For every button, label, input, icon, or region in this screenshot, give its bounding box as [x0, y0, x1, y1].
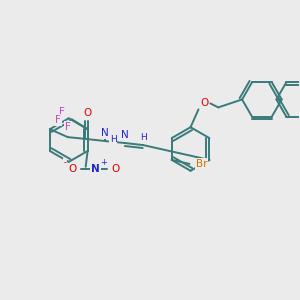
- Text: O: O: [83, 108, 92, 118]
- Text: O: O: [200, 98, 208, 108]
- Text: F: F: [65, 122, 71, 132]
- Text: -: -: [63, 158, 66, 167]
- Text: O: O: [111, 164, 119, 174]
- Text: F: F: [59, 107, 65, 117]
- Text: N: N: [101, 128, 109, 138]
- Text: +: +: [100, 158, 107, 167]
- Text: N: N: [121, 130, 129, 140]
- Text: F: F: [55, 115, 61, 125]
- Text: H: H: [110, 135, 117, 144]
- Text: Br: Br: [196, 159, 207, 169]
- Text: H: H: [140, 133, 146, 142]
- Text: N: N: [91, 164, 100, 174]
- Text: O: O: [69, 164, 77, 174]
